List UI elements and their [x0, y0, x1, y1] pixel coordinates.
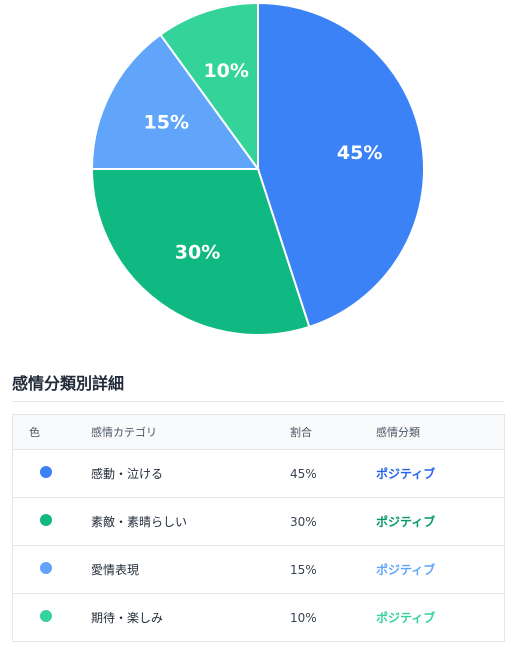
- color-swatch: [40, 514, 52, 526]
- header-classification: 感情分類: [376, 426, 420, 439]
- ratio-cell: 15%: [290, 562, 317, 577]
- color-cell: [13, 466, 91, 481]
- category-cell: 素敵・素晴らしい: [91, 515, 188, 529]
- pie-slice-label-0: 45%: [337, 142, 382, 164]
- pie-chart: 45% 30% 15% 10%: [90, 1, 425, 336]
- classification-cell: ポジティブ: [376, 515, 436, 529]
- category-cell: 期待・楽しみ: [91, 611, 164, 625]
- pie-slice-1[interactable]: [90, 168, 311, 336]
- pie-slice-0[interactable]: [257, 1, 425, 329]
- pie-slice-label-3: 10%: [203, 60, 248, 82]
- details-title: 感情分類別詳細: [12, 374, 125, 393]
- pie-slice-3[interactable]: [159, 1, 259, 173]
- section-divider: [12, 401, 505, 402]
- table-row: 期待・楽しみ 10% ポジティブ: [13, 594, 504, 641]
- category-cell: 愛情表現: [91, 563, 140, 577]
- pie-slice-label-2: 15%: [144, 111, 189, 133]
- pie-slice-label-1: 30%: [175, 241, 220, 263]
- category-cell: 感動・泣ける: [91, 467, 164, 481]
- table-header: 色 感情カテゴリ 割合 感情分類: [13, 415, 504, 450]
- header-category: 感情カテゴリ: [91, 426, 157, 439]
- color-swatch: [40, 466, 52, 478]
- table-row: 素敵・素晴らしい 30% ポジティブ: [13, 498, 504, 546]
- header-color: 色: [29, 426, 40, 439]
- pie-slice-2[interactable]: [90, 33, 260, 170]
- table-body: 感動・泣ける 45% ポジティブ 素敵・素晴らしい 30% ポジティブ 愛情表現 15% ポジテ…: [13, 450, 504, 641]
- color-swatch: [40, 610, 52, 622]
- ratio-cell: 10%: [290, 610, 317, 625]
- color-cell: [13, 610, 91, 625]
- color-swatch: [40, 562, 52, 574]
- ratio-cell: 30%: [290, 514, 317, 529]
- table-row: 愛情表現 15% ポジティブ: [13, 546, 504, 594]
- header-ratio: 割合: [290, 426, 312, 439]
- color-cell: [13, 514, 91, 529]
- classification-cell: ポジティブ: [376, 611, 436, 625]
- classification-cell: ポジティブ: [376, 467, 436, 481]
- color-cell: [13, 562, 91, 577]
- ratio-cell: 45%: [290, 466, 317, 481]
- details-table: 色 感情カテゴリ 割合 感情分類 感動・泣ける 45% ポジティブ 素敵・素晴らしい 3…: [12, 414, 505, 642]
- table-row: 感動・泣ける 45% ポジティブ: [13, 450, 504, 498]
- classification-cell: ポジティブ: [376, 563, 436, 577]
- pie-chart-svg: 45% 30% 15% 10%: [90, 1, 425, 336]
